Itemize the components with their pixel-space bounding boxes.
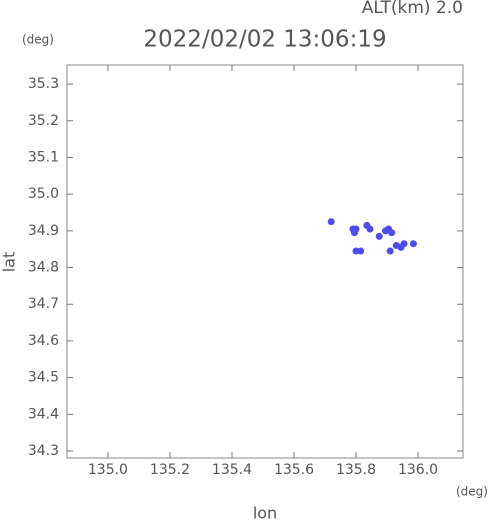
chart-title: 2022/02/02 13:06:19 <box>143 27 386 53</box>
radar-echo <box>327 218 335 226</box>
x-tick-label: 135.0 <box>88 462 128 478</box>
x-tick-label: 135.4 <box>212 462 252 478</box>
y-tick-label: 35.2 <box>28 113 59 129</box>
x-tick-label: 135.8 <box>336 462 376 478</box>
x-tick-label: 135.2 <box>150 462 190 478</box>
y-axis-label: lat <box>0 252 19 273</box>
y-tick-label: 34.8 <box>28 260 59 276</box>
radar-echo <box>352 225 360 233</box>
radar-echo <box>375 232 383 240</box>
x-unit: (deg) <box>456 485 488 499</box>
radar-echo <box>409 240 417 248</box>
y-unit: (deg) <box>22 33 54 47</box>
radar-echo <box>357 247 365 255</box>
radar-echo <box>386 247 394 255</box>
y-tick-label: 35.1 <box>28 149 59 165</box>
chart-subtitle: ALT(km) 2.0 <box>362 0 463 18</box>
y-tick-label: 34.7 <box>28 296 59 312</box>
x-tick-label: 135.6 <box>274 462 314 478</box>
x-tick-label: 136.0 <box>398 462 438 478</box>
plot-frame <box>66 64 464 459</box>
radar-echo <box>388 229 396 237</box>
y-tick-label: 34.5 <box>28 370 59 386</box>
radar-echo <box>400 240 408 248</box>
y-tick-label: 35.0 <box>28 186 59 202</box>
radar-echo <box>366 225 374 233</box>
x-axis-label: lon <box>253 504 277 521</box>
y-tick-label: 34.9 <box>28 223 59 239</box>
y-tick-label: 35.3 <box>28 76 59 92</box>
y-tick-label: 34.4 <box>28 406 59 422</box>
y-tick-label: 34.3 <box>28 443 59 459</box>
y-tick-label: 34.6 <box>28 333 59 349</box>
